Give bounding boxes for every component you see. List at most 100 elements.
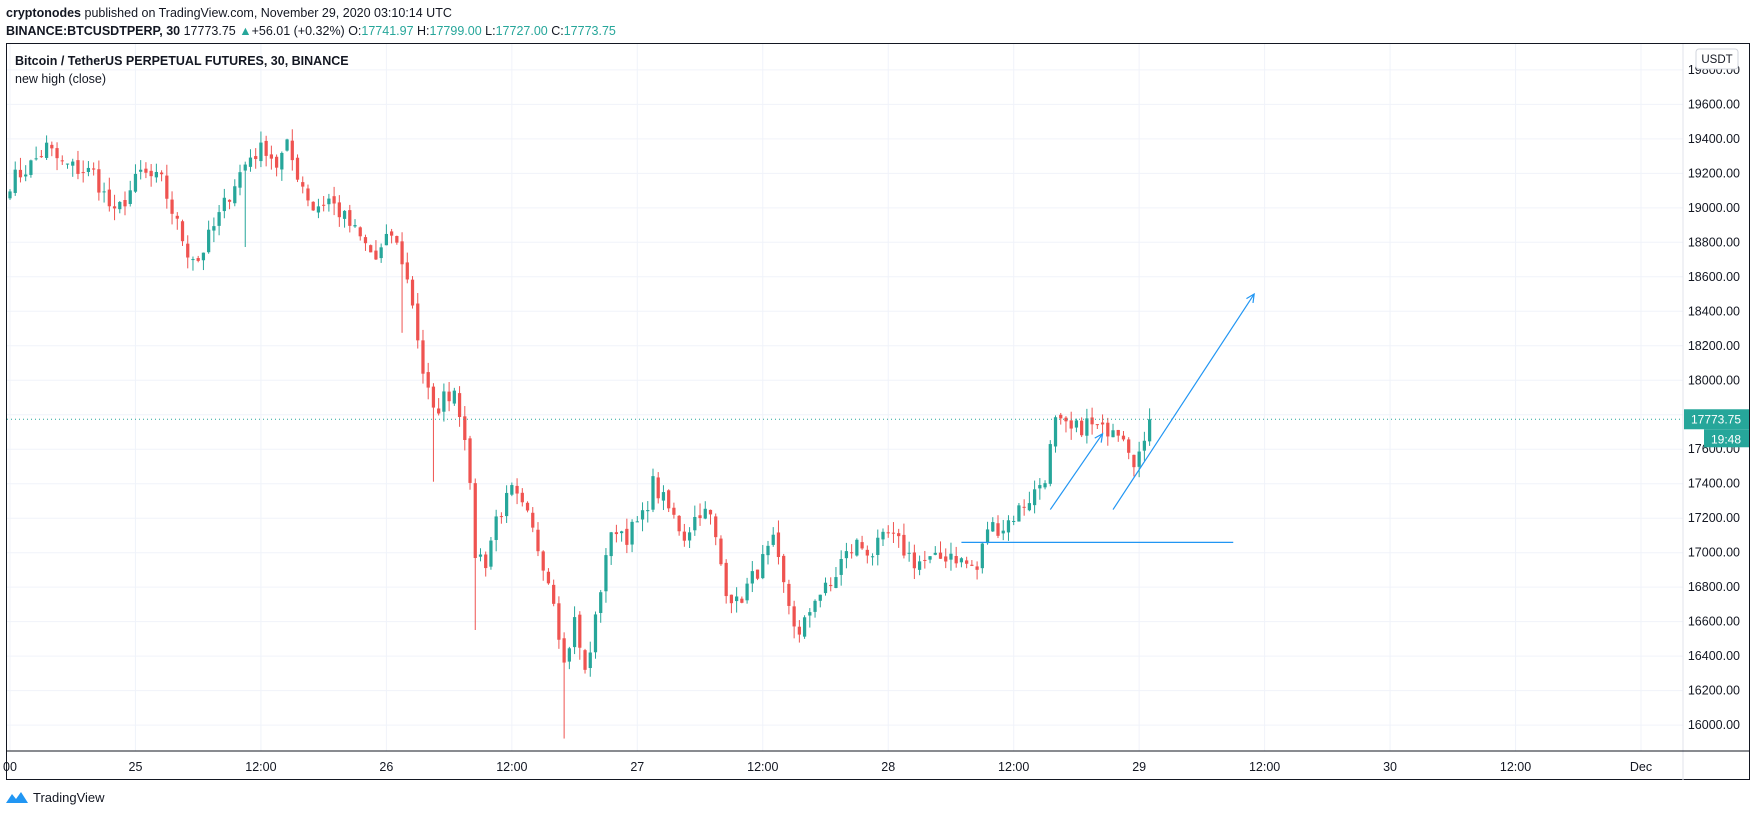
candle-body xyxy=(389,231,394,236)
candle-body xyxy=(8,191,12,199)
candle-body xyxy=(1064,417,1068,422)
candle-body xyxy=(112,206,117,209)
candle-body xyxy=(572,617,577,648)
footer-brand[interactable]: TradingView xyxy=(33,790,105,805)
candle-body xyxy=(552,584,556,604)
candle-body xyxy=(92,168,96,170)
candle-body xyxy=(123,200,127,207)
candle-body xyxy=(954,556,958,564)
candle-body xyxy=(630,521,634,545)
candle-body xyxy=(1017,505,1021,522)
candle-body xyxy=(489,540,493,567)
candle-body xyxy=(248,157,253,167)
candle-body xyxy=(264,140,268,156)
y-tick-label: 17200.00 xyxy=(1688,511,1740,525)
y-tick-label: 18000.00 xyxy=(1688,373,1740,387)
chart-frame[interactable] xyxy=(6,43,1750,780)
candle-body xyxy=(912,552,916,569)
series-title: Bitcoin / TetherUS PERPETUAL FUTURES, 30… xyxy=(15,54,349,68)
candle-body xyxy=(985,529,990,544)
y-tick-label: 16200.00 xyxy=(1688,684,1740,698)
candle-body xyxy=(881,531,885,540)
currency-box xyxy=(1695,48,1739,70)
y-tick-label: 16000.00 xyxy=(1688,718,1740,732)
countdown-label: 19:48 xyxy=(1711,432,1741,446)
candle-body xyxy=(855,539,859,556)
candle-body xyxy=(65,163,70,165)
candle-body xyxy=(975,566,979,570)
candle-body xyxy=(714,516,718,538)
candle-body xyxy=(1022,506,1026,508)
candle-body xyxy=(1142,440,1147,451)
candle-body xyxy=(473,483,477,559)
candle-body xyxy=(175,215,179,219)
candle-body xyxy=(149,170,153,177)
arrow-head-icon xyxy=(1094,432,1104,443)
candle-body xyxy=(86,167,91,173)
candle-body xyxy=(442,391,446,412)
price-change: +56.01 (+0.32%) xyxy=(251,24,345,38)
candle-body xyxy=(1100,422,1105,425)
y-tick-label: 18600.00 xyxy=(1688,270,1740,284)
candle-body xyxy=(13,169,17,193)
candle-body xyxy=(991,522,995,532)
close-label: C: xyxy=(551,24,564,38)
candle-body xyxy=(604,555,608,592)
candle-body xyxy=(740,598,744,603)
candle-body xyxy=(860,542,864,549)
candle-body xyxy=(667,490,671,509)
candle-body xyxy=(1127,439,1131,453)
candle-body xyxy=(416,303,420,341)
candle-body xyxy=(81,172,85,174)
indicator-label[interactable]: new high (close) xyxy=(15,72,107,86)
candle-body xyxy=(515,485,519,494)
candle-body xyxy=(97,169,101,193)
candle-body xyxy=(431,386,436,408)
candle-body xyxy=(562,638,566,663)
candle-body xyxy=(1137,451,1141,467)
candle-body xyxy=(337,202,341,218)
candle-body xyxy=(620,531,624,534)
candle-body xyxy=(484,554,488,569)
candle-body xyxy=(839,559,843,575)
x-tick-label: 12:00 xyxy=(998,760,1029,774)
candle-body xyxy=(348,210,352,226)
x-tick-label: 12:00 xyxy=(245,760,276,774)
candle-body xyxy=(76,160,80,174)
candle-body xyxy=(588,652,592,669)
candle-body xyxy=(525,502,530,511)
candle-body xyxy=(578,614,582,648)
x-tick-label: 27 xyxy=(630,760,644,774)
candle-body xyxy=(541,551,545,571)
candle-body xyxy=(1053,417,1058,447)
candle-body xyxy=(212,226,216,231)
candle-body xyxy=(844,551,849,559)
candle-body xyxy=(970,564,974,566)
candle-body xyxy=(792,606,796,627)
candle-body xyxy=(128,190,132,204)
y-tick-label: 19400.00 xyxy=(1688,132,1740,146)
y-tick-label: 16800.00 xyxy=(1688,580,1740,594)
candle-body xyxy=(274,156,279,168)
candle-body xyxy=(782,555,786,583)
candle-body xyxy=(761,554,765,579)
candle-body xyxy=(217,212,221,226)
candle-body xyxy=(374,250,378,260)
candle-body xyxy=(902,534,906,556)
high-value: 17799.00 xyxy=(429,24,482,38)
candle-body xyxy=(693,516,697,531)
open-label: O: xyxy=(348,24,362,38)
candle-body xyxy=(965,560,969,564)
last-price-badge-label: 17773.75 xyxy=(1691,412,1741,426)
author-name[interactable]: cryptonodes xyxy=(6,6,82,20)
x-tick-label: 12:00 xyxy=(496,760,527,774)
candle-body xyxy=(39,156,43,158)
candle-body xyxy=(499,516,504,518)
candle-body xyxy=(400,241,404,265)
candle-body xyxy=(478,554,483,557)
candle-body xyxy=(1032,489,1037,506)
candle-body xyxy=(923,559,927,561)
candle-body xyxy=(332,196,336,204)
change-arrow-icon: ▲ xyxy=(239,24,252,38)
